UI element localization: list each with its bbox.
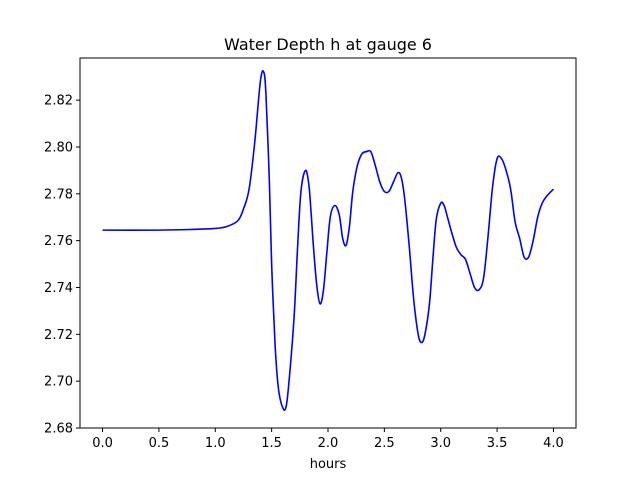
y-tick-label: 2.72 — [44, 328, 73, 343]
x-tick-label: 3.0 — [430, 436, 451, 451]
x-tick-label: 1.5 — [261, 436, 282, 451]
x-tick-label: 2.0 — [318, 436, 339, 451]
y-tick-label: 2.82 — [44, 94, 73, 109]
y-tick-label: 2.76 — [44, 234, 73, 249]
plot-frame — [79, 57, 577, 429]
series-line — [102, 70, 555, 411]
x-tick-label: 2.5 — [374, 436, 395, 451]
x-tick-label: 3.5 — [487, 436, 508, 451]
x-tick-label: 1.0 — [205, 436, 226, 451]
y-tick-label: 2.80 — [44, 140, 73, 155]
x-axis-ticks: 0.0 0.5 1.0 1.5 2.0 2.5 3.0 3.5 4.0 — [92, 428, 564, 451]
y-tick-label: 2.78 — [44, 187, 73, 202]
y-tick-label: 2.70 — [44, 375, 73, 390]
y-tick-label: 2.74 — [44, 281, 73, 296]
chart-title: Water Depth h at gauge 6 — [224, 35, 432, 54]
x-tick-label: 4.0 — [543, 436, 564, 451]
y-axis-ticks: 2.68 2.70 2.72 2.74 2.76 2.78 2.80 2.82 — [44, 94, 80, 437]
x-tick-label: 0.5 — [149, 436, 170, 451]
x-tick-label: 0.0 — [92, 436, 113, 451]
plot-area — [102, 70, 555, 411]
x-axis-label: hours — [310, 457, 347, 472]
y-tick-label: 2.68 — [44, 422, 73, 437]
